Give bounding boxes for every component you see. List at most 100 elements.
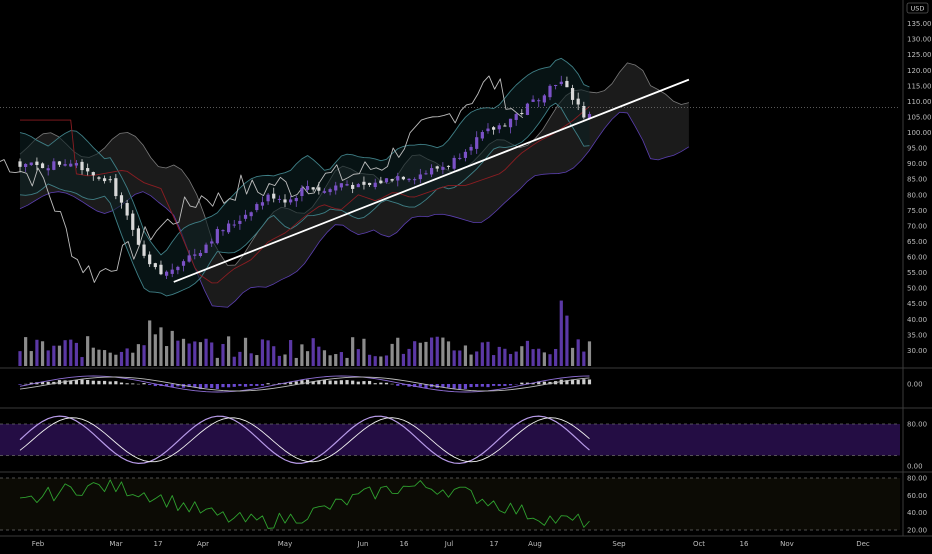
macd-histogram-bar	[109, 381, 112, 384]
volume-bar	[126, 348, 129, 366]
candle-body	[97, 177, 100, 178]
candle-body	[520, 113, 523, 114]
volume-bar	[193, 341, 196, 366]
volume-bar	[233, 357, 236, 366]
volume-bar	[436, 337, 439, 366]
candle-body	[543, 95, 546, 102]
price-tick-label: 50.00	[907, 285, 927, 293]
x-axis-tick-label: 17	[154, 540, 163, 548]
macd-histogram-bar	[453, 384, 456, 388]
candle-body	[199, 253, 202, 256]
candle-body	[531, 99, 534, 101]
volume-bar	[323, 350, 326, 366]
candle-body	[159, 265, 162, 274]
volume-bar	[413, 341, 416, 366]
volume-bar	[171, 331, 174, 366]
volume-bar	[227, 336, 230, 366]
macd-histogram-bar	[80, 380, 83, 385]
price-tick-label: 30.00	[907, 347, 927, 355]
volume-bar	[537, 349, 540, 366]
candle-body	[109, 179, 112, 180]
volume-bar	[419, 343, 422, 366]
volume-bar	[80, 357, 83, 366]
macd-tick-label: 0.00	[907, 381, 923, 389]
volume-bar	[75, 343, 78, 366]
volume-bar	[131, 353, 134, 366]
price-tick-label: 75.00	[907, 207, 927, 215]
x-axis-tick-label: 16	[740, 540, 749, 548]
candle-body	[227, 224, 230, 233]
macd-histogram-bar	[458, 384, 461, 389]
macd-histogram-bar	[75, 380, 78, 384]
macd-histogram-bar	[374, 383, 377, 384]
volume-bar	[159, 327, 162, 366]
macd-histogram-bar	[385, 383, 388, 385]
candle-body	[306, 186, 309, 190]
candle-body	[447, 166, 450, 167]
x-axis-tick-label: 16	[400, 540, 409, 548]
candle-body	[560, 82, 563, 84]
currency-badge-label: USD	[911, 5, 925, 13]
macd-histogram-bar	[18, 384, 21, 385]
volume-bar	[266, 340, 269, 366]
x-axis-tick-label: Jul	[444, 540, 454, 548]
volume-bar	[481, 342, 484, 366]
macd-histogram-bar	[447, 384, 450, 388]
candle-body	[266, 195, 269, 202]
candle-body	[374, 183, 377, 187]
volume-bar	[148, 320, 151, 366]
candle-body	[244, 215, 247, 219]
volume-bar	[571, 348, 574, 366]
x-axis-tick-label: Jun	[357, 540, 369, 548]
volume-bar	[520, 346, 523, 366]
volume-bar	[188, 344, 191, 366]
candle-body	[509, 119, 512, 127]
volume-bar	[64, 340, 67, 366]
candle-body	[283, 199, 286, 202]
macd-histogram-bar	[114, 381, 117, 384]
candle-body	[345, 184, 348, 185]
x-axis-tick-label: Apr	[197, 540, 209, 548]
candle-body	[379, 181, 382, 184]
x-axis-tick-label: Aug	[528, 540, 542, 548]
price-tick-label: 60.00	[907, 254, 927, 262]
volume-bar	[334, 354, 337, 366]
candle-body	[334, 186, 337, 191]
candle-body	[261, 202, 264, 205]
candle-body	[193, 254, 196, 255]
macd-histogram-bar	[543, 382, 546, 385]
macd-histogram-bar	[503, 384, 506, 386]
macd-histogram-bar	[295, 381, 298, 384]
macd-histogram-bar	[64, 380, 67, 384]
volume-bar	[582, 352, 585, 366]
volume-bar	[391, 344, 394, 366]
candle-body	[577, 99, 580, 105]
candle-body	[216, 229, 219, 243]
volume-bar	[69, 340, 72, 366]
macd-histogram-bar	[97, 381, 100, 384]
volume-bar	[577, 339, 580, 366]
volume-bar	[92, 348, 95, 366]
volume-bar	[283, 354, 286, 366]
volume-bar	[492, 355, 495, 366]
price-tick-label: 80.00	[907, 191, 927, 199]
volume-bar	[18, 351, 21, 366]
volume-bar	[475, 351, 478, 366]
price-tick-label: 125.00	[907, 51, 932, 59]
rsi-tick-label: 80.00	[907, 475, 927, 483]
candle-body	[182, 261, 185, 266]
volume-bar	[52, 346, 55, 366]
macd-histogram-bar	[244, 384, 247, 387]
macd-histogram-bar	[396, 384, 399, 386]
macd-histogram-bar	[379, 383, 382, 385]
volume-bar	[374, 356, 377, 366]
rsi-tick-label: 60.00	[907, 492, 927, 500]
macd-histogram-bar	[577, 380, 580, 384]
candle-body	[233, 225, 236, 226]
candle-body	[469, 147, 472, 151]
volume-bar	[441, 338, 444, 366]
price-tick-label: 120.00	[907, 67, 932, 75]
volume-bar	[515, 352, 518, 366]
candle-body	[413, 179, 416, 180]
